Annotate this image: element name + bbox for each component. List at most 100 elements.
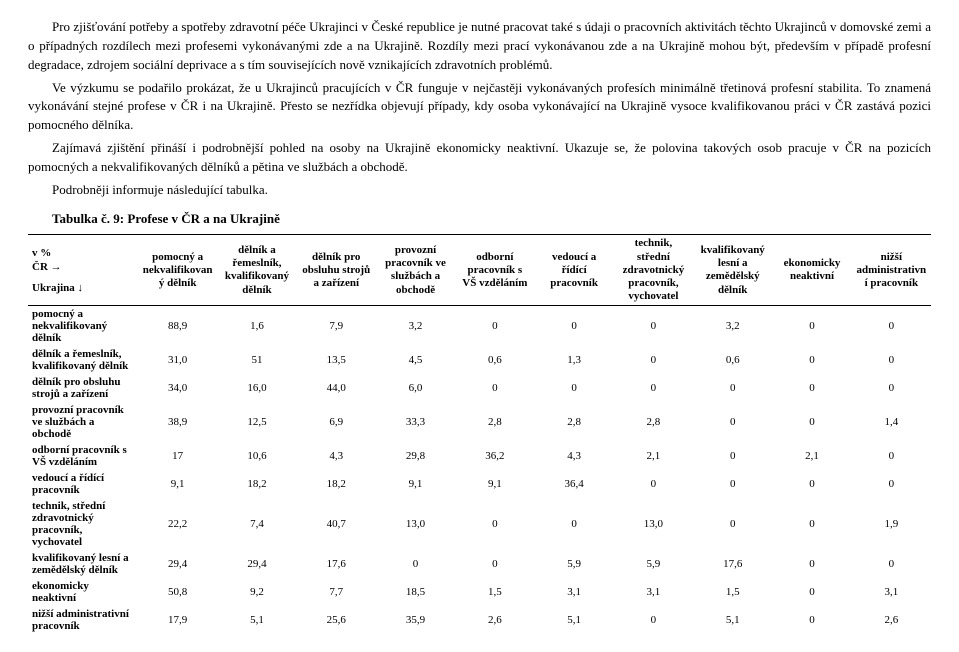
data-cell: 51 (217, 346, 296, 374)
data-cell: 34,0 (138, 374, 217, 402)
row-label: dělník a řemeslník, kvalifikovaný dělník (28, 346, 138, 374)
corner-cell: v % ČR → Ukrajina ↓ (28, 235, 138, 306)
data-cell: 1,5 (455, 578, 534, 606)
data-cell: 0 (693, 498, 772, 550)
data-cell: 17,6 (693, 550, 772, 578)
data-cell: 4,5 (376, 346, 455, 374)
data-cell: 1,3 (534, 346, 613, 374)
row-label: dělník pro obsluhu strojů a zařízení (28, 374, 138, 402)
row-label: ekonomicky neaktivní (28, 578, 138, 606)
data-cell: 0 (852, 550, 931, 578)
table-row: dělník a řemeslník, kvalifikovaný dělník… (28, 346, 931, 374)
data-cell: 0 (772, 550, 851, 578)
data-cell: 0,6 (693, 346, 772, 374)
row-label: odborní pracovník s VŠ vzděláním (28, 442, 138, 470)
data-cell: 50,8 (138, 578, 217, 606)
table-header-row: v % ČR → Ukrajina ↓ pomocný a nekvalifik… (28, 235, 931, 306)
data-cell: 2,8 (614, 402, 693, 442)
data-cell: 7,9 (297, 306, 376, 347)
data-cell: 0 (534, 374, 613, 402)
body-paragraph: Zajímavá zjištění přináší i podrobnější … (28, 139, 931, 177)
row-label: technik, střední zdravotnický pracovník,… (28, 498, 138, 550)
data-cell: 36,2 (455, 442, 534, 470)
row-label: nižší administrativní pracovník (28, 606, 138, 634)
data-cell: 9,1 (455, 470, 534, 498)
corner-line: v % (32, 246, 134, 260)
data-cell: 88,9 (138, 306, 217, 347)
data-cell: 2,8 (534, 402, 613, 442)
table-row: dělník pro obsluhu strojů a zařízení34,0… (28, 374, 931, 402)
data-cell: 12,5 (217, 402, 296, 442)
data-cell: 31,0 (138, 346, 217, 374)
corner-line: Ukrajina ↓ (32, 281, 134, 295)
data-cell: 0 (772, 470, 851, 498)
data-cell: 29,4 (217, 550, 296, 578)
data-cell: 1,5 (693, 578, 772, 606)
data-cell: 0 (376, 550, 455, 578)
column-header: kvalifikovaný lesní a zemědělský dělník (693, 235, 772, 306)
data-cell: 44,0 (297, 374, 376, 402)
row-label: kvalifikovaný lesní a zemědělský dělník (28, 550, 138, 578)
column-header: vedoucí a řídící pracovník (534, 235, 613, 306)
data-cell: 0 (772, 374, 851, 402)
data-cell: 0 (614, 470, 693, 498)
data-cell: 33,3 (376, 402, 455, 442)
data-cell: 3,2 (693, 306, 772, 347)
data-cell: 17,9 (138, 606, 217, 634)
row-label: vedoucí a řídící pracovník (28, 470, 138, 498)
data-cell: 0 (852, 374, 931, 402)
data-cell: 7,7 (297, 578, 376, 606)
data-cell: 3,2 (376, 306, 455, 347)
table-caption: Tabulka č. 9: Profese v ČR a na Ukrajině (28, 210, 931, 229)
data-cell: 0 (455, 306, 534, 347)
data-cell: 0 (614, 374, 693, 402)
data-cell: 7,4 (217, 498, 296, 550)
data-cell: 29,8 (376, 442, 455, 470)
data-cell: 0 (772, 578, 851, 606)
data-cell: 0 (693, 442, 772, 470)
data-cell: 0 (852, 442, 931, 470)
data-cell: 1,6 (217, 306, 296, 347)
data-cell: 5,1 (534, 606, 613, 634)
data-cell: 9,1 (138, 470, 217, 498)
column-header: nižší administrativní pracovník (852, 235, 931, 306)
table-row: technik, střední zdravotnický pracovník,… (28, 498, 931, 550)
column-header: technik, střední zdravotnický pracovník,… (614, 235, 693, 306)
table-row: provozní pracovník ve službách a obchodě… (28, 402, 931, 442)
body-paragraph: Ve výzkumu se podařilo prokázat, že u Uk… (28, 79, 931, 136)
row-label: provozní pracovník ve službách a obchodě (28, 402, 138, 442)
data-cell: 0 (534, 498, 613, 550)
data-cell: 0 (534, 306, 613, 347)
data-cell: 0 (693, 402, 772, 442)
data-cell: 5,1 (217, 606, 296, 634)
data-cell: 4,3 (534, 442, 613, 470)
data-cell: 10,6 (217, 442, 296, 470)
table-row: vedoucí a řídící pracovník9,118,218,29,1… (28, 470, 931, 498)
professions-table: v % ČR → Ukrajina ↓ pomocný a nekvalifik… (28, 234, 931, 634)
data-cell: 1,9 (852, 498, 931, 550)
data-cell: 0 (772, 606, 851, 634)
data-cell: 0 (772, 402, 851, 442)
body-paragraph: Pro zjišťování potřeby a spotřeby zdravo… (28, 18, 931, 75)
table-row: ekonomicky neaktivní50,89,27,718,51,53,1… (28, 578, 931, 606)
data-cell: 5,1 (693, 606, 772, 634)
data-cell: 3,1 (614, 578, 693, 606)
data-cell: 0 (455, 550, 534, 578)
data-cell: 16,0 (217, 374, 296, 402)
data-cell: 0 (852, 346, 931, 374)
data-cell: 36,4 (534, 470, 613, 498)
data-cell: 29,4 (138, 550, 217, 578)
data-cell: 9,2 (217, 578, 296, 606)
data-cell: 2,6 (852, 606, 931, 634)
data-cell: 0 (455, 498, 534, 550)
data-cell: 40,7 (297, 498, 376, 550)
column-header: odborní pracovník s VŠ vzděláním (455, 235, 534, 306)
column-header: provozní pracovník ve službách a obchodě (376, 235, 455, 306)
data-cell: 0 (772, 498, 851, 550)
data-cell: 22,2 (138, 498, 217, 550)
table-row: kvalifikovaný lesní a zemědělský dělník2… (28, 550, 931, 578)
data-cell: 0 (614, 346, 693, 374)
column-header: pomocný a nekvalifikovaný dělník (138, 235, 217, 306)
table-row: odborní pracovník s VŠ vzděláním1710,64,… (28, 442, 931, 470)
data-cell: 6,0 (376, 374, 455, 402)
